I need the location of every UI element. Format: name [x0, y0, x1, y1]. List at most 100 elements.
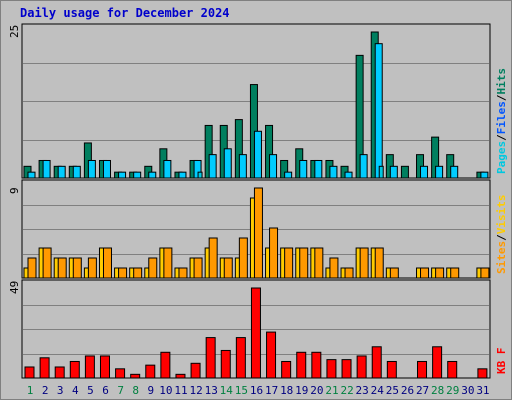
bar-sites-day-9	[148, 257, 158, 279]
bar-files-day-4	[72, 165, 81, 179]
legend-sites-visits-part-1: Sites	[495, 241, 508, 274]
bar-kbytes-day-27	[417, 360, 428, 379]
bar-files-day-22	[344, 171, 353, 179]
bar-kbytes-day-23	[356, 355, 367, 379]
bar-sites-day-25	[389, 267, 399, 279]
day-label-29: 29	[446, 384, 459, 397]
legend-hits-files-pages-part-2: /	[495, 134, 508, 141]
bar-files-day-17	[269, 154, 278, 179]
bar-kbytes-day-7	[115, 368, 126, 379]
bar-sites-day-23	[359, 247, 369, 279]
bar-sites-day-19	[299, 247, 309, 279]
bar-kbytes-day-16	[250, 287, 261, 379]
bar-sites-day-16	[253, 187, 263, 279]
day-label-26: 26	[401, 384, 414, 397]
legend-sites-visits-part-3: Visits	[495, 195, 508, 235]
bar-sites-day-6	[102, 247, 112, 279]
bar-kbytes-day-12	[190, 362, 201, 379]
day-label-11: 11	[174, 384, 187, 397]
bar-kbytes-day-18	[281, 360, 292, 379]
bar-files-day-5	[87, 159, 96, 179]
bar-sites-day-15	[238, 237, 248, 279]
bar-sites-day-8	[133, 267, 143, 279]
bar-kbytes-day-5	[84, 355, 95, 379]
bar-kbytes-day-20	[311, 351, 322, 379]
day-label-20: 20	[310, 384, 323, 397]
legend-hits-files-pages-part-5: Hits	[495, 68, 508, 95]
bar-hits-day-26	[400, 165, 409, 179]
day-label-15: 15	[235, 384, 248, 397]
day-label-9: 9	[148, 384, 155, 397]
bar-kbytes-day-1	[24, 366, 35, 379]
bar-kbytes-day-8	[130, 373, 141, 379]
day-label-6: 6	[102, 384, 109, 397]
bar-sites-day-2	[42, 247, 52, 279]
bar-kbytes-day-9	[145, 364, 156, 379]
bar-files-day-24	[374, 43, 383, 179]
bar-sites-day-1	[27, 257, 37, 279]
bar-sites-day-20	[314, 247, 324, 279]
bar-sites-day-17	[269, 227, 279, 279]
day-label-30: 30	[461, 384, 474, 397]
bar-files-day-1	[27, 171, 36, 179]
chart-title: Daily usage for December 2024	[20, 6, 230, 20]
bar-sites-day-31	[480, 267, 490, 279]
bar-kbytes-day-21	[326, 359, 337, 379]
day-label-10: 10	[159, 384, 172, 397]
day-label-5: 5	[87, 384, 94, 397]
bar-sites-day-21	[329, 257, 339, 279]
bar-files-day-27	[420, 165, 429, 179]
day-label-13: 13	[205, 384, 218, 397]
bar-kbytes-day-29	[447, 360, 458, 379]
bar-sites-day-7	[118, 267, 128, 279]
day-label-21: 21	[325, 384, 338, 397]
bar-files-day-28	[435, 165, 444, 179]
bar-files-day-7	[118, 171, 127, 179]
bar-sites-day-24	[374, 247, 384, 279]
day-label-19: 19	[295, 384, 308, 397]
bar-files-day-19	[299, 159, 308, 179]
day-label-17: 17	[265, 384, 278, 397]
bar-kbytes-day-17	[266, 331, 277, 379]
legend-hits-files-pages-part-4: /	[495, 94, 508, 101]
day-label-4: 4	[72, 384, 79, 397]
day-label-22: 22	[340, 384, 353, 397]
bar-sites-day-3	[57, 257, 67, 279]
bar-sites-day-22	[344, 267, 354, 279]
bar-files-day-13	[208, 154, 217, 179]
day-label-8: 8	[132, 384, 139, 397]
max-label-panel-3: 49	[8, 281, 21, 294]
day-label-27: 27	[416, 384, 429, 397]
bar-files-day-20	[314, 159, 323, 179]
bar-files-day-15	[238, 154, 247, 179]
bar-kbytes-day-6	[99, 355, 110, 379]
bar-kbytes-day-14	[220, 349, 231, 379]
bar-files-day-16	[253, 130, 262, 179]
day-label-2: 2	[42, 384, 49, 397]
legend-sites-visits: Sites/Visits	[495, 195, 508, 275]
bar-files-day-2	[42, 159, 51, 179]
bar-files-day-9	[148, 171, 157, 179]
bar-kbytes-day-28	[432, 346, 443, 379]
day-label-3: 3	[57, 384, 64, 397]
bar-files-day-3	[57, 165, 66, 179]
bar-sites-day-11	[178, 267, 188, 279]
bar-pages-day-12	[197, 171, 203, 179]
day-label-23: 23	[356, 384, 369, 397]
day-label-28: 28	[431, 384, 444, 397]
bar-files-day-11	[178, 171, 187, 179]
legend-hits-files-pages-part-3: Files	[495, 101, 508, 134]
bar-sites-day-4	[72, 257, 82, 279]
legend-kbytes: KB F	[495, 348, 508, 375]
bar-kbytes-day-4	[69, 360, 80, 379]
bar-files-day-6	[102, 159, 111, 179]
day-label-25: 25	[386, 384, 399, 397]
day-label-12: 12	[189, 384, 202, 397]
day-label-18: 18	[280, 384, 293, 397]
bar-sites-day-5	[87, 257, 97, 279]
bar-files-day-31	[480, 171, 489, 179]
bar-files-day-25	[389, 165, 398, 179]
bar-files-day-29	[450, 165, 459, 179]
bar-kbytes-day-3	[54, 366, 65, 379]
